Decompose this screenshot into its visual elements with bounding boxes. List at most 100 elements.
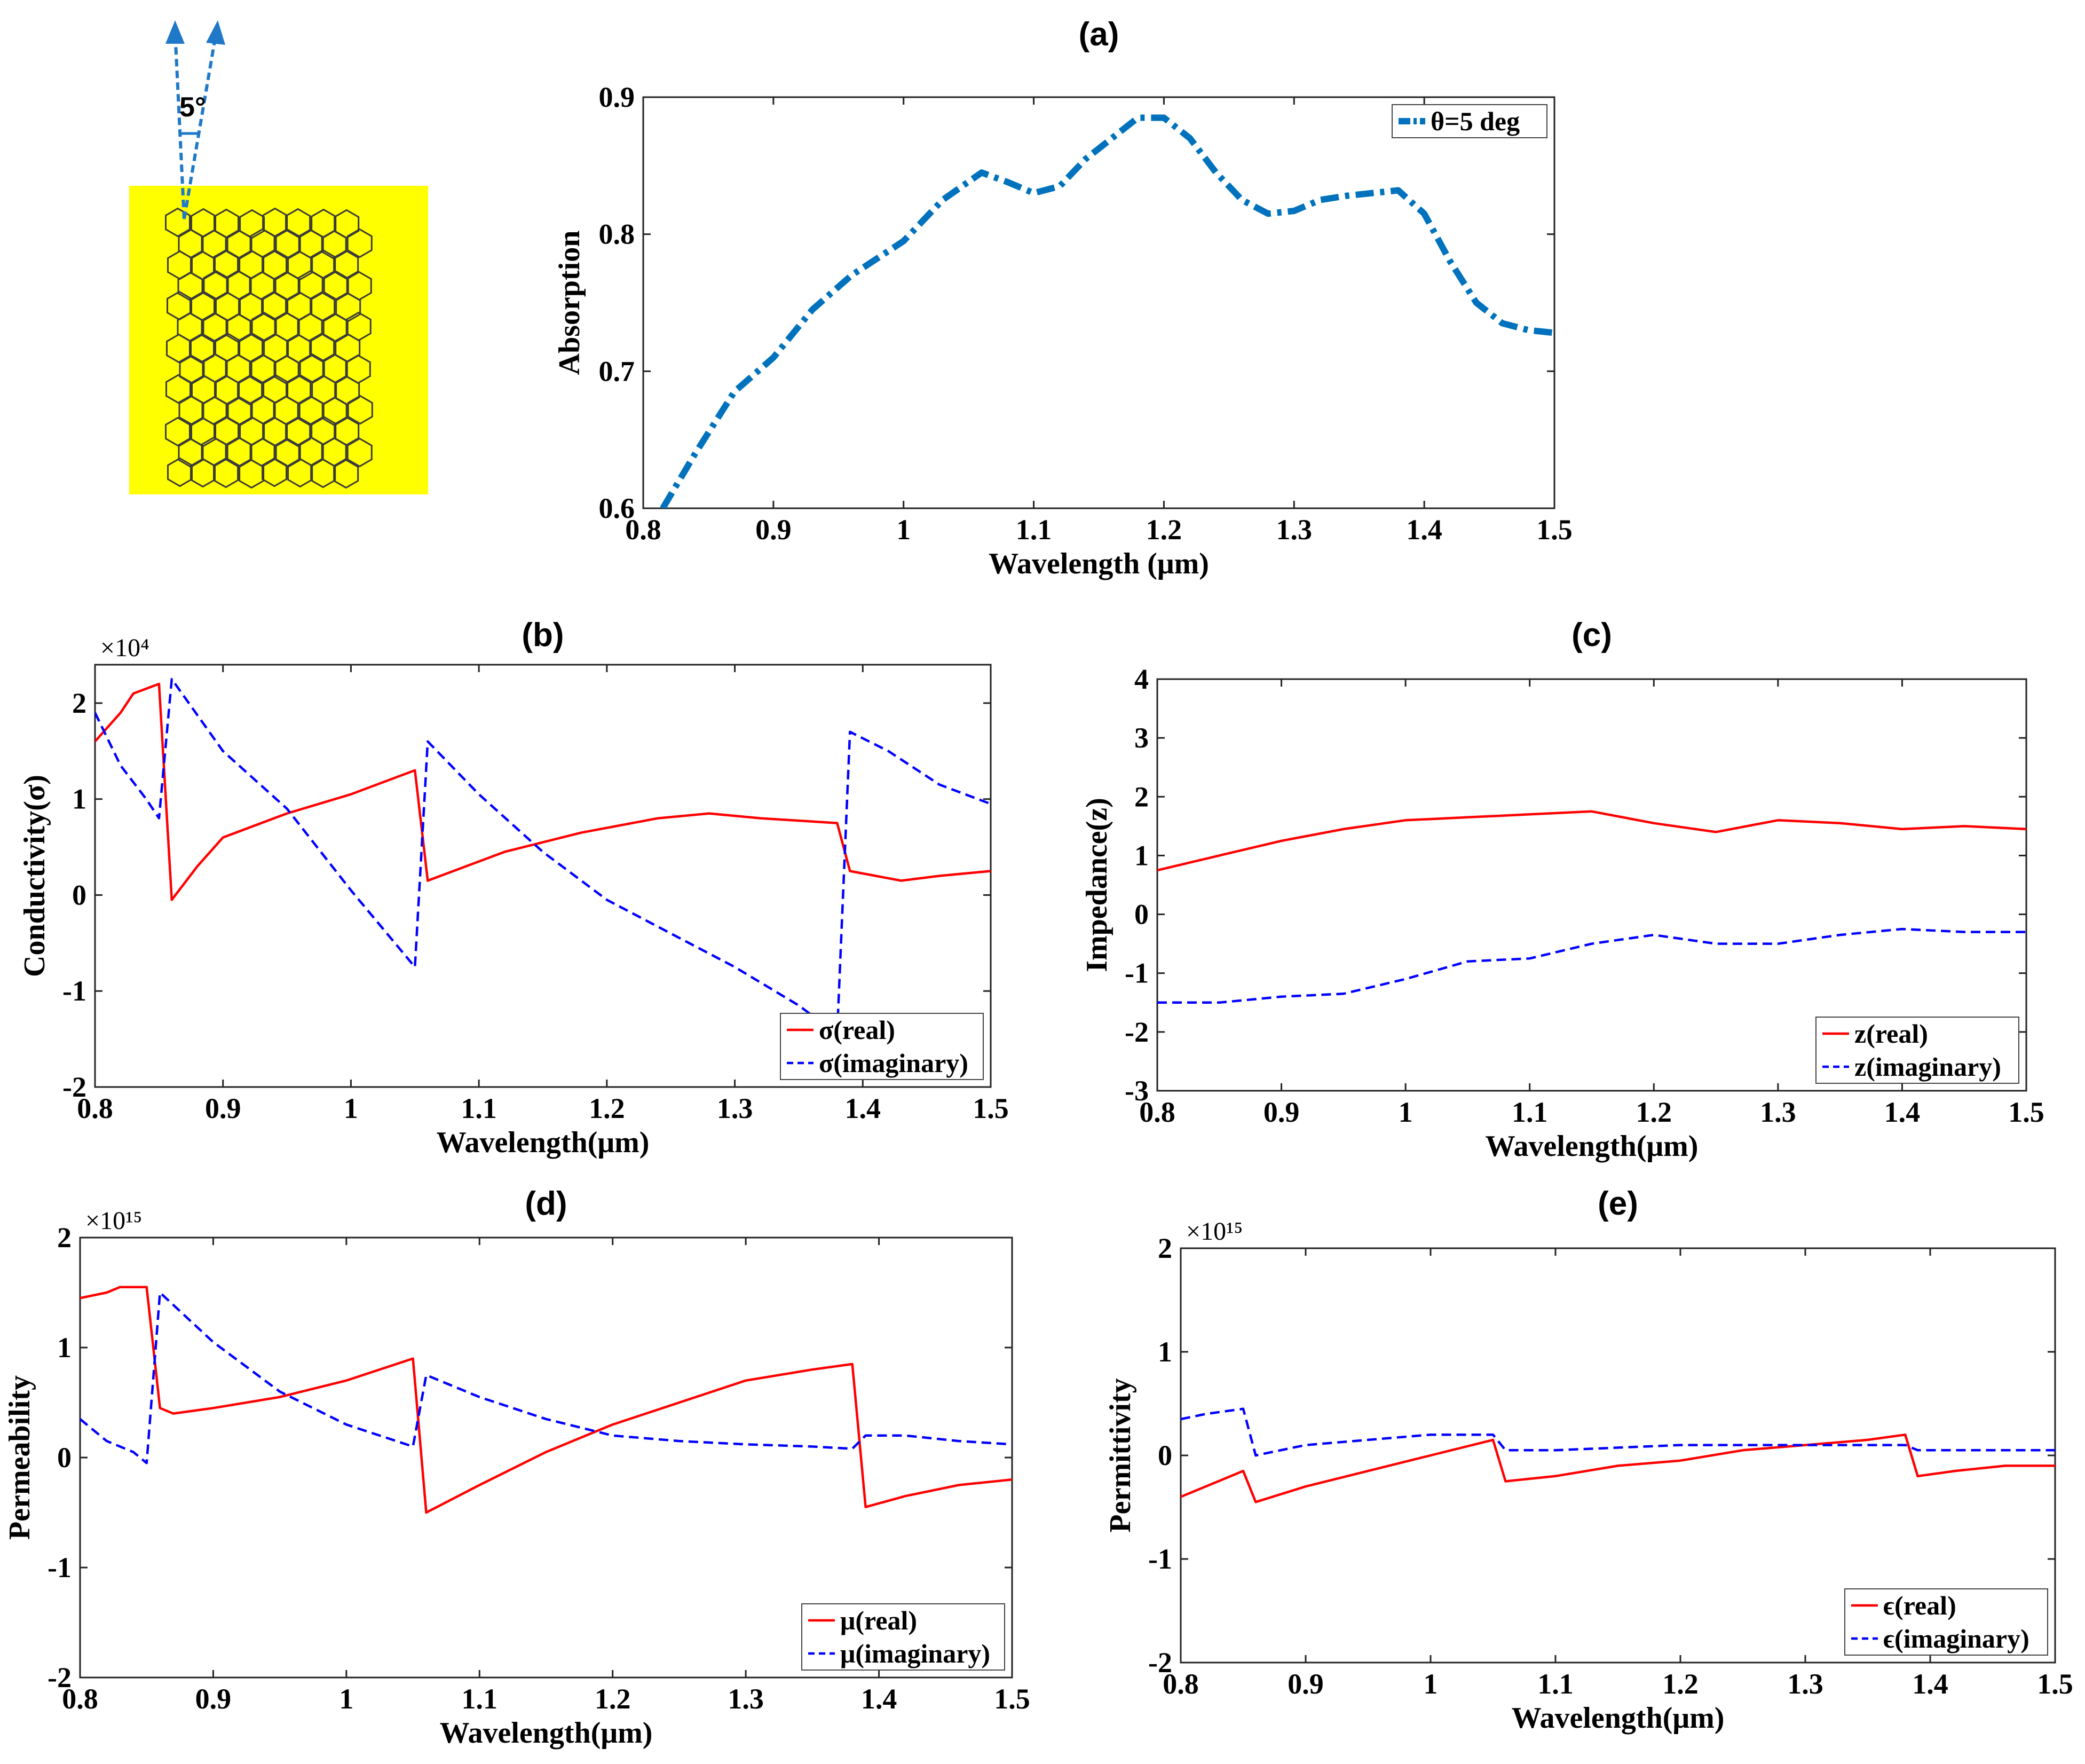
x-tick-label: 0.9 (1263, 1096, 1300, 1128)
x-tick-label: 1.1 (1016, 514, 1052, 546)
y-tick-label: 2 (72, 687, 86, 719)
x-tick-label: 1.2 (595, 1683, 631, 1715)
y-tick-label: 0 (1158, 1439, 1172, 1471)
lattice-hexagon-103 (333, 459, 359, 489)
plot-frame (1156, 678, 2027, 1092)
y-tick-label: -3 (1125, 1075, 1149, 1107)
chart-title: (e) (1598, 1185, 1638, 1222)
legend-label: σ(real) (819, 1015, 895, 1045)
chart-title: (c) (1571, 617, 1612, 653)
x-tick-label: 0.9 (195, 1683, 232, 1715)
x-tick-label: 1.3 (717, 1092, 753, 1124)
y-tick-label: 1 (1134, 839, 1149, 871)
y-tick-label: 0.8 (599, 218, 635, 250)
x-tick-label: 1.5 (2037, 1668, 2073, 1700)
carbon-lattice-illustration (165, 207, 373, 489)
y-tick-label: 0 (72, 879, 86, 911)
y-tick-label: 0.7 (599, 355, 635, 387)
x-tick-label: 1.2 (589, 1092, 625, 1124)
legend-label: ϵ(imaginary) (1883, 1624, 2029, 1653)
lattice-hexagon-67 (237, 375, 263, 406)
x-axis-label: Wavelength (μm) (989, 547, 1209, 580)
x-tick-label: 1.5 (1536, 514, 1573, 546)
plot-frame (642, 96, 1555, 509)
y-tick-label: 4 (1134, 663, 1149, 695)
x-tick-label: 1.1 (461, 1092, 497, 1124)
lattice-hexagon-18 (213, 249, 239, 279)
plot-frame (94, 664, 992, 1088)
axis-exponent: ×10¹⁵ (1186, 1217, 1243, 1246)
chart-title: (d) (525, 1185, 567, 1222)
lattice-hexagon-98 (213, 458, 239, 489)
legend-label: μ(real) (840, 1605, 917, 1635)
x-tick-label: 0.8 (1163, 1668, 1199, 1700)
chart-title: (a) (1079, 16, 1119, 53)
lattice-hexagon-36 (261, 290, 287, 321)
lattice-hexagon-64 (165, 374, 191, 404)
x-tick-label: 1.3 (728, 1683, 764, 1715)
y-tick-label: 1 (1158, 1336, 1172, 1368)
y-tick-label: 1 (72, 783, 86, 815)
chart-impedance: (c) 0.8 0.9 1 1.1 1.2 1.3 1.4 1.5 -3 -2 -1 0 1 2 3 4 Wave… (1080, 617, 2044, 1163)
y-tick-label: 0.9 (599, 81, 635, 113)
x-axis-label: Wavelength(μm) (1486, 1130, 1699, 1163)
lattice-hexagon-15 (346, 228, 373, 258)
x-tick-label: 1 (1424, 1668, 1438, 1700)
x-tick-label: 1.1 (1537, 1668, 1574, 1700)
lattice-hexagon-49 (189, 334, 215, 364)
lattice-hexagon-54 (309, 332, 335, 363)
legend-box (1392, 104, 1547, 138)
y-tick-label: 2 (1134, 781, 1149, 813)
lattice-hexagon-99 (239, 459, 265, 489)
series-line-real (80, 1286, 1012, 1514)
inset-background (129, 186, 428, 494)
x-tick-label: 1.4 (1406, 514, 1442, 546)
series-line-real (95, 682, 991, 901)
y-tick-label: 0 (1134, 899, 1149, 931)
y-tick-label: 2 (57, 1222, 72, 1254)
x-tick-label: 0.9 (205, 1092, 241, 1124)
series-line-absorption (660, 114, 1554, 508)
chart-conductivity: (b) 0.8 0.9 1 1.1 1.2 1.3 1.4 1.5 -2 -1 0 1 2 Waveleng… (18, 617, 1009, 1159)
x-tick-label: 0.8 (62, 1683, 98, 1715)
arrow-head-right (206, 20, 225, 45)
lattice-hexagon-23 (333, 249, 359, 280)
y-tick-label: -2 (62, 1071, 86, 1103)
x-tick-label: 1.2 (1636, 1096, 1672, 1128)
x-tick-label: 1.3 (1276, 514, 1313, 546)
x-tick-label: 1.4 (861, 1683, 897, 1715)
y-tick-label: -2 (48, 1661, 72, 1694)
series-line-imaginary (1157, 927, 2026, 1004)
x-tick-label: 1.2 (1662, 1668, 1699, 1700)
lattice-hexagon-0 (165, 207, 191, 238)
series-line-real (1157, 810, 2026, 872)
legend-box (1815, 1017, 2019, 1084)
x-tick-label: 1.5 (973, 1092, 1009, 1124)
axis-exponent: ×10¹⁵ (85, 1207, 142, 1235)
legend-box (1844, 1588, 2048, 1656)
x-tick-label: 1.3 (1787, 1668, 1823, 1700)
x-tick-label: 0.8 (1139, 1096, 1175, 1128)
legend-label: z(real) (1854, 1019, 1928, 1049)
x-axis-label: Wavelength(μm) (440, 1716, 653, 1750)
y-axis-label: Absorption (553, 231, 586, 375)
legend-box (780, 1013, 984, 1080)
x-tick-label: 1 (1399, 1096, 1413, 1128)
x-axis-label: Wavelength(μm) (1512, 1702, 1725, 1735)
series-line-imaginary (1181, 1407, 2055, 1457)
axis-exponent: ×10⁴ (100, 634, 149, 662)
lattice-hexagon-100 (262, 457, 288, 487)
y-tick-label: -2 (1148, 1647, 1172, 1679)
angle-label: 5° (179, 92, 206, 123)
x-tick-label: 0.9 (1288, 1668, 1324, 1700)
y-tick-label: -1 (62, 975, 86, 1007)
lattice-hexagon-80 (165, 416, 191, 447)
incident-arrow-left (173, 32, 186, 219)
lattice-hexagon-79 (347, 395, 373, 425)
x-tick-label: 1.5 (2008, 1096, 2044, 1128)
y-tick-label: 1 (57, 1332, 72, 1364)
y-tick-label: -1 (1148, 1543, 1172, 1575)
lattice-hexagon-5 (285, 208, 311, 238)
chart-permittivity: (e) 0.8 0.9 1 1.1 1.2 1.3 1.4 1.5 -2 -1 0 1 2 Waveleng… (1104, 1185, 2073, 1735)
